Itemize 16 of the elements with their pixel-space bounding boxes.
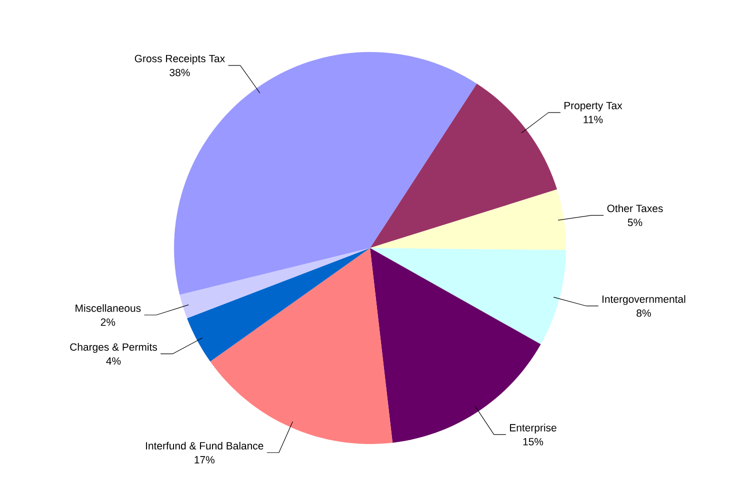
slice-label: Other Taxes xyxy=(607,204,663,212)
data-label: 11% xyxy=(584,116,603,124)
slice-label: Gross Receipts Tax xyxy=(134,54,225,64)
data-label: 17% xyxy=(194,456,214,464)
slice-label: Property Tax xyxy=(564,102,622,112)
data-label: 4% xyxy=(106,357,121,365)
data-label: 15% xyxy=(523,438,544,446)
slice-label: Intergovernmental xyxy=(602,295,686,305)
data-label: 5% xyxy=(628,218,642,226)
slice-label: Interfund & Fund Balance xyxy=(146,442,264,450)
slice-label: Charges & Permits xyxy=(70,343,157,353)
data-label: 8% xyxy=(636,309,651,317)
data-label: 2% xyxy=(100,318,116,326)
slice-label: Enterprise xyxy=(510,424,556,434)
slice-label: Miscellaneous xyxy=(76,304,141,312)
data-label: 38% xyxy=(170,68,190,76)
